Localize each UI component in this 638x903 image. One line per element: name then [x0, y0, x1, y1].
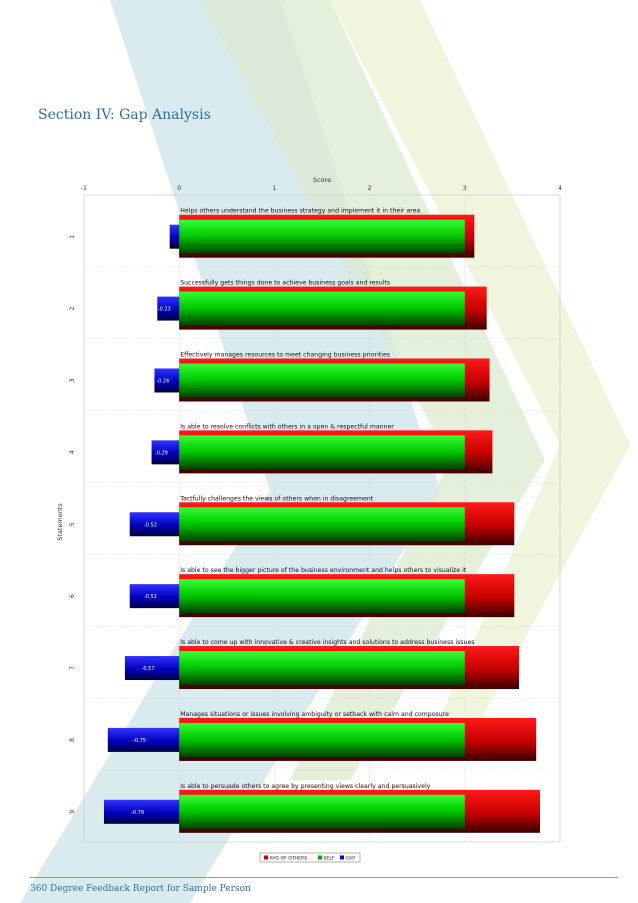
section-title: Section IV: Gap Analysis — [38, 107, 211, 123]
y-tick-label: 9 — [69, 810, 76, 814]
y-tick-label: 1 — [69, 235, 76, 239]
bar-self — [179, 363, 465, 398]
statement-label: Successfully gets things done to achieve… — [180, 280, 390, 287]
statement-label: Effectively manages resources to meet ch… — [180, 351, 390, 358]
legend-swatch — [318, 855, 322, 860]
legend-swatch — [340, 855, 344, 860]
bar-gap — [107, 727, 180, 752]
statement-label: Is able to see the bigger picture of the… — [180, 567, 467, 574]
gap-data-label: -0.52 — [144, 522, 157, 528]
x-tick-label: -1 — [81, 185, 87, 192]
y-tick-label: 2 — [69, 306, 76, 310]
bar-self — [179, 794, 465, 829]
y-tick-label: 4 — [69, 450, 76, 454]
x-tick-label: 1 — [272, 185, 276, 192]
x-tick-label: 2 — [368, 185, 372, 192]
x-axis-label: Score — [313, 176, 331, 184]
bar-self — [179, 651, 465, 686]
x-tick-label: 0 — [177, 185, 181, 192]
gap-data-label: -0.26 — [156, 378, 169, 384]
bar-self — [179, 722, 465, 757]
chart-legend: AVG OF OTHERS SELF GAP — [259, 852, 361, 863]
y-tick-label: 6 — [69, 594, 76, 598]
y-tick-label: 3 — [69, 378, 76, 382]
y-tick-label: 5 — [69, 522, 76, 526]
x-tick-label: 3 — [463, 185, 467, 192]
bar-gap — [157, 296, 180, 321]
footer-divider — [30, 877, 618, 878]
footer-text: 360 Degree Feedback Report for Sample Pe… — [30, 884, 251, 894]
statement-label: Is able to come up with innovative & cre… — [180, 639, 474, 646]
bar-gap — [129, 512, 180, 537]
gap-data-label: -0.57 — [142, 666, 155, 672]
bar-gap — [151, 440, 180, 465]
bar-gap — [103, 799, 180, 824]
bar-gap — [169, 224, 180, 249]
statement-label: Tactfully challenges the views of others… — [179, 495, 374, 502]
gap-data-label: -0.75 — [133, 738, 146, 744]
gap-analysis-chart: Score -1 0 1 2 3 4 Helps others understand th… — [56, 176, 562, 863]
statement-label: Helps others understand the business str… — [180, 208, 420, 215]
legend-entry: SELF — [324, 855, 335, 861]
gap-data-label: -0.79 — [131, 810, 144, 816]
x-tick-label: 4 — [558, 185, 562, 192]
bar-self — [179, 435, 465, 470]
bar-self — [179, 507, 465, 542]
gap-data-label: -0.52 — [144, 594, 157, 600]
gap-data-label: -0.23 — [158, 307, 171, 313]
bar-gap — [129, 584, 180, 609]
bar-gap — [124, 656, 180, 681]
bar-self — [179, 219, 465, 254]
legend-box — [259, 852, 361, 863]
y-tick-label: 7 — [69, 666, 76, 670]
statement-label: Manages situations or issues involving a… — [180, 711, 449, 718]
statement-label: Is able to persuade others to agree by p… — [180, 783, 430, 790]
legend-entry: AVG OF OTHERS — [270, 855, 308, 861]
plot-frame — [83, 194, 561, 843]
bar-self — [179, 291, 465, 326]
y-axis-label: Statements — [56, 503, 64, 541]
y-tick-label: 8 — [69, 738, 76, 742]
legend-entry: GAP — [346, 855, 356, 861]
statement-label: Is able to resolve conflicts with others… — [180, 423, 394, 430]
bar-self — [179, 579, 465, 614]
bar-gap — [154, 368, 180, 393]
legend-swatch — [264, 855, 268, 860]
gap-data-label: -0.29 — [155, 450, 168, 456]
